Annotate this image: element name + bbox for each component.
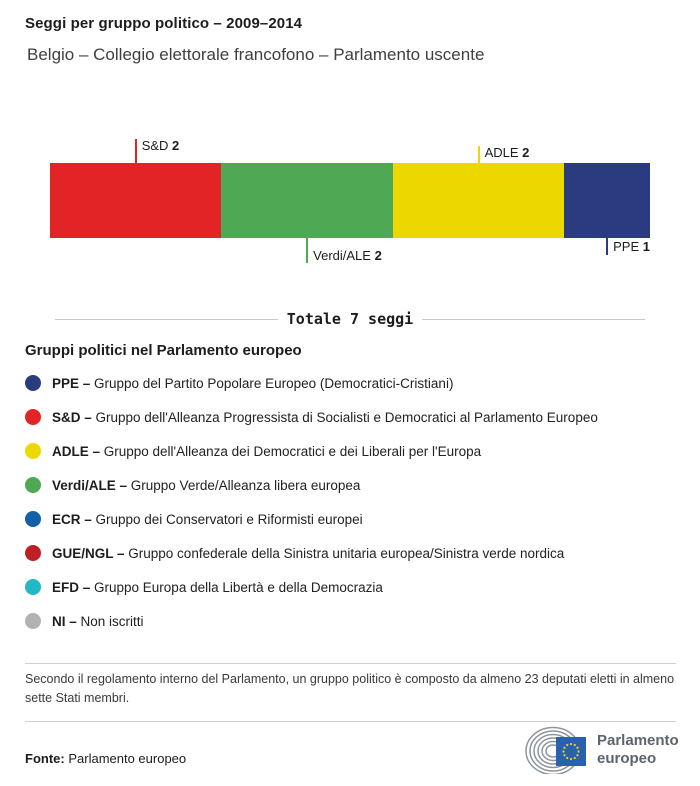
legend-item-adle: ADLE – Gruppo dell'Alleanza dei Democrat…: [25, 434, 685, 468]
eu-stars: [562, 742, 580, 761]
callout-ppe: PPE 1: [606, 238, 650, 255]
callout-tick: [606, 238, 609, 255]
callout-label: ADLE 2: [484, 145, 530, 160]
legend-item-ecr: ECR – Gruppo dei Conservatori e Riformis…: [25, 502, 685, 536]
legend-color-dot: [25, 545, 41, 561]
callout-tick: [477, 146, 480, 163]
legend-item-label: NI – Non iscritti: [52, 613, 144, 629]
legend-item-label: S&D – Gruppo dell'Alleanza Progressista …: [52, 409, 598, 425]
callout-verdi-ale: Verdi/ALE 2: [306, 238, 382, 263]
total-seats-row: Totale 7 seggi: [55, 310, 645, 328]
footnote-text: Secondo il regolamento interno del Parla…: [25, 672, 675, 705]
legend-item-ni: NI – Non iscritti: [25, 604, 685, 638]
legend-item-gue-ngl: GUE/NGL – Gruppo confederale della Sinis…: [25, 536, 685, 570]
legend-color-dot: [25, 443, 41, 459]
legend-color-dot: [25, 409, 41, 425]
legend-item-efd: EFD – Gruppo Europa della Libertà e dell…: [25, 570, 685, 604]
footnote-divider-top: [25, 663, 676, 664]
source-label: Fonte:: [25, 751, 65, 766]
chart-title: Seggi per gruppo politico – 2009–2014: [25, 15, 303, 32]
legend-item-label: GUE/NGL – Gruppo confederale della Sinis…: [52, 545, 565, 561]
legend-item-verdi-ale: Verdi/ALE – Gruppo Verde/Alleanza libera…: [25, 468, 685, 502]
bar-segment-adle: [392, 163, 565, 238]
source-line: Fonte: Parlamento europeo: [25, 751, 186, 766]
legend-heading: Gruppi politici nel Parlamento europeo: [25, 342, 302, 359]
legend-color-dot: [25, 511, 41, 527]
divider-line-left: [55, 318, 278, 320]
bar-segment-ppe: [564, 163, 650, 238]
callout-s-d: S&D 2: [134, 138, 180, 163]
bar-segment-verdi-ale: [221, 163, 393, 238]
legend-color-dot: [25, 375, 41, 391]
callout-tick: [306, 238, 309, 263]
european-parliament-logo: Parlamento europeo: [520, 726, 679, 774]
footnote-divider-bottom: [25, 721, 676, 722]
eu-flag-icon: [556, 737, 586, 766]
legend-color-dot: [25, 613, 41, 629]
legend-item-label: ADLE – Gruppo dell'Alleanza dei Democrat…: [52, 443, 482, 459]
logo-wordmark-line1: Parlamento: [597, 732, 679, 749]
logo-wordmark-line2: europeo: [597, 750, 657, 767]
logo-wordmark: Parlamento europeo: [597, 732, 679, 768]
source-value: Parlamento europeo: [68, 751, 187, 766]
bar-segment-s-d: [50, 163, 222, 238]
divider-line-right: [422, 318, 645, 320]
legend-item-label: PPE – Gruppo del Partito Popolare Europe…: [52, 375, 454, 391]
legend-item-ppe: PPE – Gruppo del Partito Popolare Europe…: [25, 366, 685, 400]
callout-label: S&D 2: [141, 138, 180, 153]
legend-item-label: Verdi/ALE – Gruppo Verde/Alleanza libera…: [52, 477, 361, 493]
legend-list: PPE – Gruppo del Partito Popolare Europe…: [25, 366, 685, 638]
callout-tick: [134, 139, 137, 163]
chart-subtitle: Belgio – Collegio elettorale francofono …: [27, 45, 485, 64]
seats-bar-chart: S&D 2 Verdi/ALE 2 ADLE 2 PPE 1: [0, 0, 700, 300]
stacked-bar: [50, 163, 650, 238]
legend-item-label: EFD – Gruppo Europa della Libertà e dell…: [52, 579, 383, 595]
callout-label: PPE 1: [613, 238, 650, 254]
hemicycle-icon: [525, 726, 586, 774]
callout-adle: ADLE 2: [477, 145, 530, 163]
legend-color-dot: [25, 477, 41, 493]
legend-color-dot: [25, 579, 41, 595]
legend-item-label: ECR – Gruppo dei Conservatori e Riformis…: [52, 511, 363, 527]
total-seats-label: Totale 7 seggi: [286, 310, 414, 328]
callout-label: Verdi/ALE 2: [313, 248, 382, 263]
legend-item-s-d: S&D – Gruppo dell'Alleanza Progressista …: [25, 400, 685, 434]
